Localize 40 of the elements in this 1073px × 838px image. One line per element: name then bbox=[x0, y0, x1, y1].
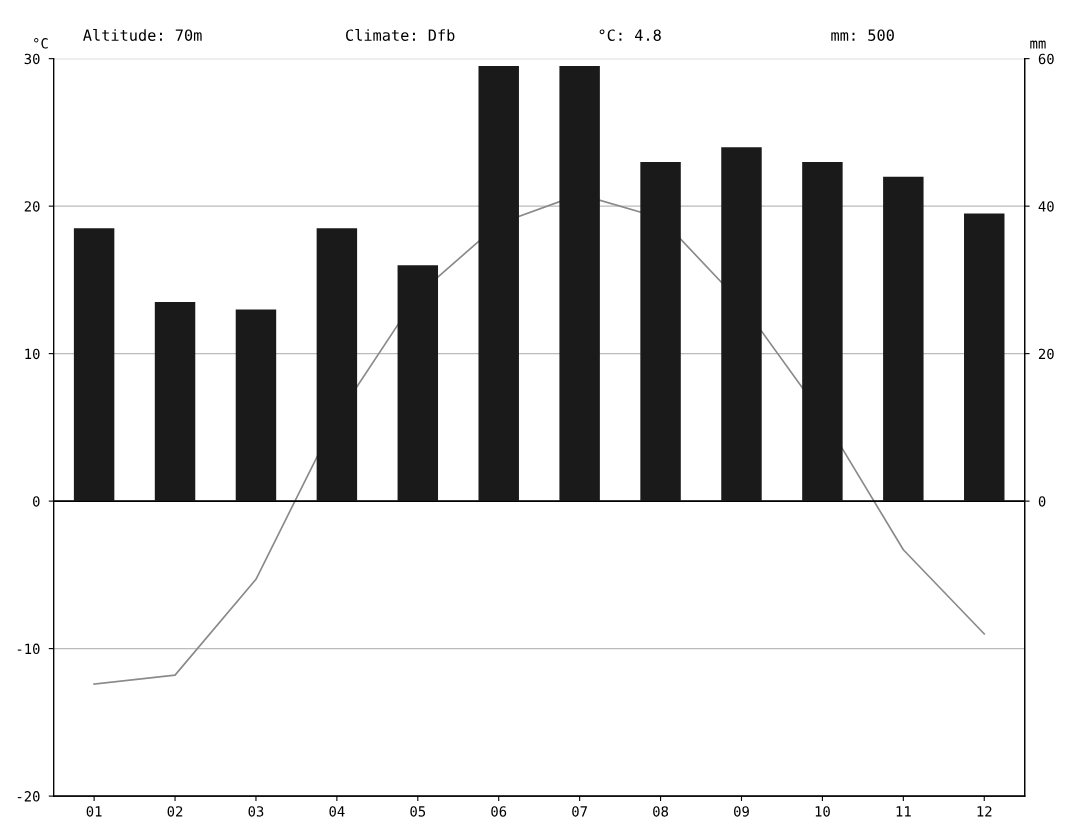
y2-tick-label: 60 bbox=[1038, 53, 1054, 65]
y-tick-label: 0 bbox=[33, 496, 40, 507]
text: Climate: Dfb bbox=[346, 29, 455, 41]
y-tick-label: -10 bbox=[17, 643, 40, 655]
y-tick-label: 20 bbox=[24, 201, 40, 212]
x-tick-label: 08 bbox=[653, 806, 669, 817]
x-tick-label: 02 bbox=[167, 806, 183, 817]
y-tick-label: 30 bbox=[24, 53, 40, 65]
text: °C: 4.8 bbox=[599, 29, 661, 41]
y-axis-title: °C bbox=[34, 38, 48, 49]
bar bbox=[316, 228, 358, 502]
bar bbox=[478, 66, 519, 502]
x-tick-label: 07 bbox=[572, 806, 587, 817]
bar bbox=[883, 176, 924, 502]
bar bbox=[721, 147, 762, 502]
bar bbox=[154, 302, 196, 502]
bar bbox=[802, 161, 843, 502]
x-tick-label: 11 bbox=[896, 806, 911, 817]
bar bbox=[73, 228, 115, 502]
bar bbox=[235, 309, 277, 502]
bar bbox=[640, 161, 681, 502]
y2-tick-label: 40 bbox=[1038, 201, 1054, 212]
x-tick-label: 01 bbox=[86, 806, 102, 817]
bar bbox=[559, 66, 600, 502]
x-tick-label: 05 bbox=[410, 806, 426, 817]
y2-axis-title: mm bbox=[1030, 40, 1046, 49]
bar bbox=[397, 265, 439, 502]
x-tick-label: 12 bbox=[977, 806, 992, 817]
x-tick-label: 04 bbox=[329, 806, 345, 817]
x-tick-label: 06 bbox=[491, 806, 507, 817]
y-tick-label: -20 bbox=[17, 791, 40, 802]
y2-tick-label: 0 bbox=[1038, 496, 1046, 507]
x-tick-label: 03 bbox=[248, 806, 264, 817]
text: Altitude: 70m bbox=[83, 29, 202, 41]
text: mm: 500 bbox=[831, 29, 894, 41]
y2-tick-label: 20 bbox=[1038, 348, 1054, 360]
bar bbox=[964, 213, 1005, 502]
x-tick-label: 10 bbox=[815, 806, 830, 817]
y-tick-label: 10 bbox=[25, 348, 40, 360]
x-tick-label: 09 bbox=[734, 806, 749, 817]
